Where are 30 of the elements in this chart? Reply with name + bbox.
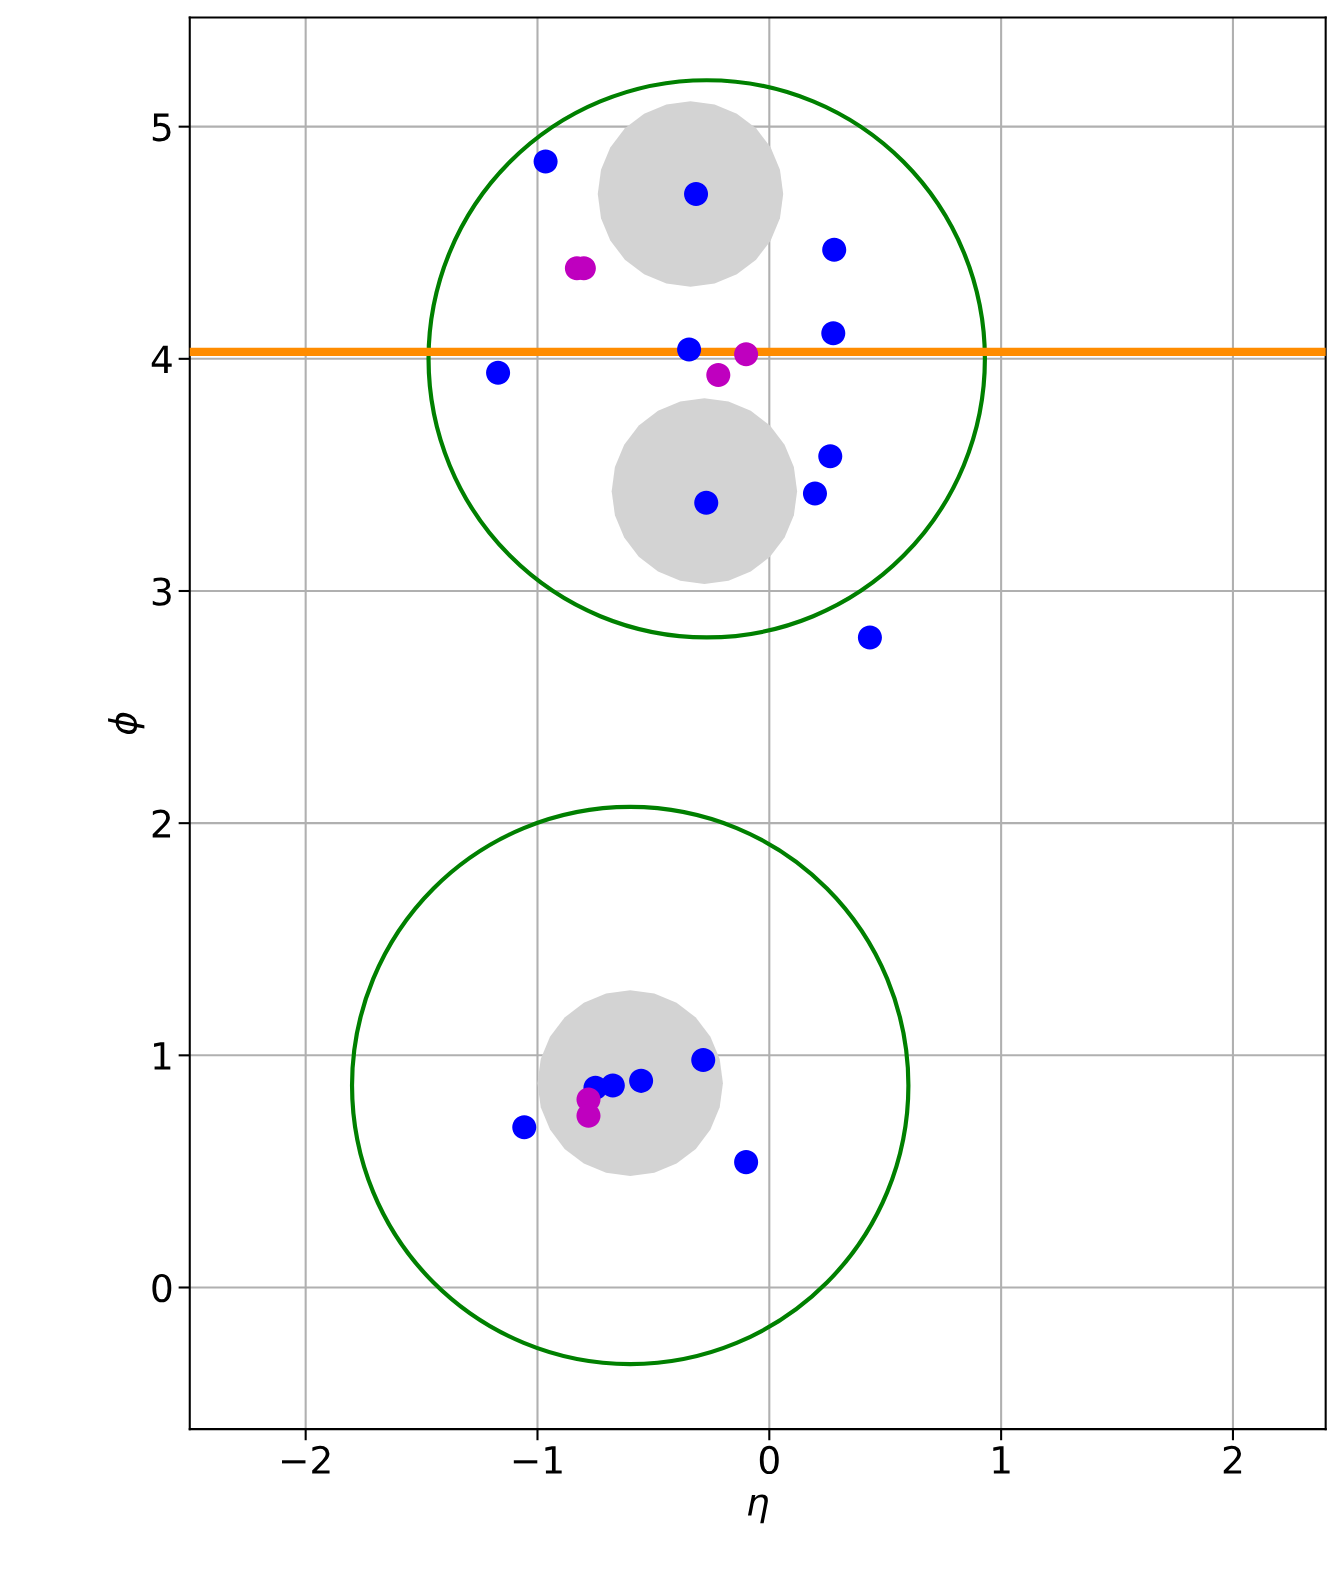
x-tick-label: 0 xyxy=(759,1445,779,1475)
point xyxy=(818,444,843,469)
y-axis-title: ϕ xyxy=(108,712,145,734)
point xyxy=(486,360,511,385)
point xyxy=(691,1047,716,1072)
x-tick-label: −2 xyxy=(282,1445,330,1474)
point xyxy=(802,481,827,506)
point xyxy=(734,342,759,367)
y-tick-label: 0 xyxy=(152,1273,172,1303)
x-tick-label: −1 xyxy=(513,1446,562,1474)
point xyxy=(677,337,702,362)
x-tick-label: 1 xyxy=(993,1446,1010,1474)
point xyxy=(694,490,719,515)
point xyxy=(684,181,709,207)
x-tick-label: 2 xyxy=(1223,1445,1242,1474)
point xyxy=(857,625,882,650)
y-tick-label: 1 xyxy=(154,1042,171,1070)
y-tick-label: 2 xyxy=(152,809,171,838)
y-tick-label: 5 xyxy=(152,113,171,142)
point xyxy=(629,1068,654,1093)
y-tick-label: 3 xyxy=(152,577,171,606)
point xyxy=(533,149,558,174)
point xyxy=(822,237,847,262)
point xyxy=(600,1073,625,1098)
point xyxy=(706,363,731,388)
point xyxy=(512,1115,537,1140)
y-tick-label: 4 xyxy=(151,345,172,374)
point xyxy=(734,1150,759,1175)
point xyxy=(821,321,846,346)
x-axis-title: η xyxy=(747,1494,768,1524)
